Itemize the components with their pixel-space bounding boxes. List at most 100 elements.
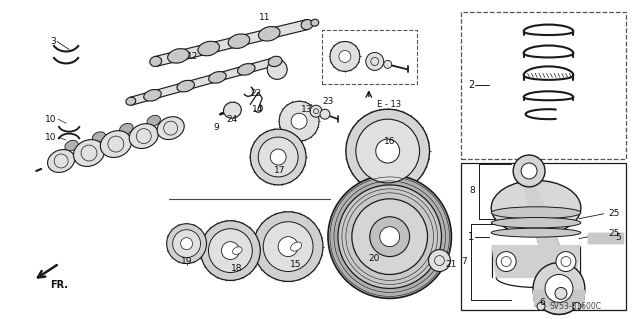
Text: FR.: FR. bbox=[50, 280, 68, 290]
Circle shape bbox=[200, 221, 260, 280]
Ellipse shape bbox=[120, 123, 133, 134]
Polygon shape bbox=[130, 58, 276, 105]
Ellipse shape bbox=[198, 41, 220, 56]
Circle shape bbox=[250, 129, 306, 185]
Ellipse shape bbox=[150, 56, 162, 66]
Ellipse shape bbox=[168, 49, 189, 63]
Circle shape bbox=[338, 185, 442, 288]
Polygon shape bbox=[523, 185, 571, 274]
Circle shape bbox=[366, 52, 384, 70]
Ellipse shape bbox=[144, 90, 161, 101]
Circle shape bbox=[346, 109, 429, 193]
Text: 3: 3 bbox=[51, 37, 56, 46]
Ellipse shape bbox=[100, 131, 131, 158]
Circle shape bbox=[270, 149, 286, 165]
Circle shape bbox=[166, 224, 207, 263]
Circle shape bbox=[356, 119, 420, 183]
Text: 10: 10 bbox=[45, 115, 57, 124]
Text: 13: 13 bbox=[301, 105, 313, 114]
Text: 25: 25 bbox=[608, 209, 620, 218]
Ellipse shape bbox=[228, 34, 250, 48]
Circle shape bbox=[291, 113, 307, 129]
Circle shape bbox=[545, 274, 573, 302]
Circle shape bbox=[173, 230, 200, 257]
Ellipse shape bbox=[492, 228, 581, 237]
Text: 12: 12 bbox=[187, 52, 198, 61]
Text: 18: 18 bbox=[230, 264, 242, 273]
Polygon shape bbox=[533, 290, 585, 306]
Circle shape bbox=[328, 175, 451, 298]
Text: 16: 16 bbox=[384, 137, 396, 145]
Circle shape bbox=[330, 41, 360, 71]
Ellipse shape bbox=[301, 19, 313, 30]
Circle shape bbox=[352, 199, 428, 274]
Text: 1: 1 bbox=[468, 232, 474, 242]
Ellipse shape bbox=[311, 19, 319, 26]
Ellipse shape bbox=[268, 59, 287, 79]
Text: 11: 11 bbox=[259, 13, 270, 22]
Bar bbox=[322, 30, 417, 84]
Ellipse shape bbox=[157, 117, 184, 139]
Circle shape bbox=[533, 263, 585, 314]
Circle shape bbox=[513, 155, 545, 187]
Circle shape bbox=[259, 137, 298, 177]
Circle shape bbox=[180, 238, 193, 249]
Circle shape bbox=[263, 222, 313, 271]
Circle shape bbox=[279, 101, 319, 141]
Circle shape bbox=[380, 227, 399, 247]
Bar bbox=[461, 12, 626, 159]
Text: 17: 17 bbox=[275, 167, 286, 175]
Text: E - 13: E - 13 bbox=[377, 100, 401, 109]
Circle shape bbox=[537, 302, 545, 310]
Ellipse shape bbox=[291, 242, 301, 251]
Text: 21: 21 bbox=[445, 260, 457, 269]
Text: 20: 20 bbox=[368, 254, 380, 263]
Text: 25: 25 bbox=[608, 229, 620, 238]
Circle shape bbox=[556, 252, 576, 271]
Circle shape bbox=[209, 229, 252, 272]
Text: 8: 8 bbox=[470, 186, 476, 195]
Polygon shape bbox=[154, 20, 308, 66]
Circle shape bbox=[573, 302, 581, 310]
Text: 6: 6 bbox=[539, 298, 545, 307]
Ellipse shape bbox=[74, 140, 104, 167]
Text: 10: 10 bbox=[45, 133, 57, 142]
Circle shape bbox=[429, 249, 451, 271]
Ellipse shape bbox=[259, 26, 280, 41]
Circle shape bbox=[555, 287, 567, 300]
Text: SV53-B1600C: SV53-B1600C bbox=[550, 302, 602, 311]
Ellipse shape bbox=[47, 150, 75, 172]
Text: 23: 23 bbox=[323, 97, 333, 106]
Text: 14: 14 bbox=[252, 105, 263, 114]
Ellipse shape bbox=[126, 97, 136, 105]
Circle shape bbox=[253, 212, 323, 281]
Text: 7: 7 bbox=[461, 257, 467, 266]
Ellipse shape bbox=[232, 247, 242, 254]
Polygon shape bbox=[492, 246, 580, 278]
Circle shape bbox=[370, 217, 410, 256]
Bar bbox=[461, 163, 626, 310]
Text: 15: 15 bbox=[291, 260, 302, 269]
Text: 22: 22 bbox=[251, 89, 262, 98]
Ellipse shape bbox=[492, 181, 581, 235]
Circle shape bbox=[521, 163, 537, 179]
Ellipse shape bbox=[268, 56, 282, 67]
Ellipse shape bbox=[147, 115, 161, 126]
Text: 19: 19 bbox=[181, 257, 193, 266]
Circle shape bbox=[376, 139, 399, 163]
Text: 24: 24 bbox=[227, 115, 238, 124]
Ellipse shape bbox=[92, 132, 106, 142]
Ellipse shape bbox=[223, 102, 241, 118]
Circle shape bbox=[310, 105, 322, 117]
Ellipse shape bbox=[177, 80, 195, 92]
Ellipse shape bbox=[492, 207, 581, 219]
Text: 2: 2 bbox=[468, 80, 474, 90]
Circle shape bbox=[278, 237, 298, 256]
Circle shape bbox=[496, 252, 516, 271]
Circle shape bbox=[384, 60, 392, 68]
Circle shape bbox=[339, 50, 351, 63]
Ellipse shape bbox=[492, 218, 581, 228]
Polygon shape bbox=[588, 233, 623, 243]
Circle shape bbox=[320, 109, 330, 119]
Ellipse shape bbox=[129, 124, 158, 149]
